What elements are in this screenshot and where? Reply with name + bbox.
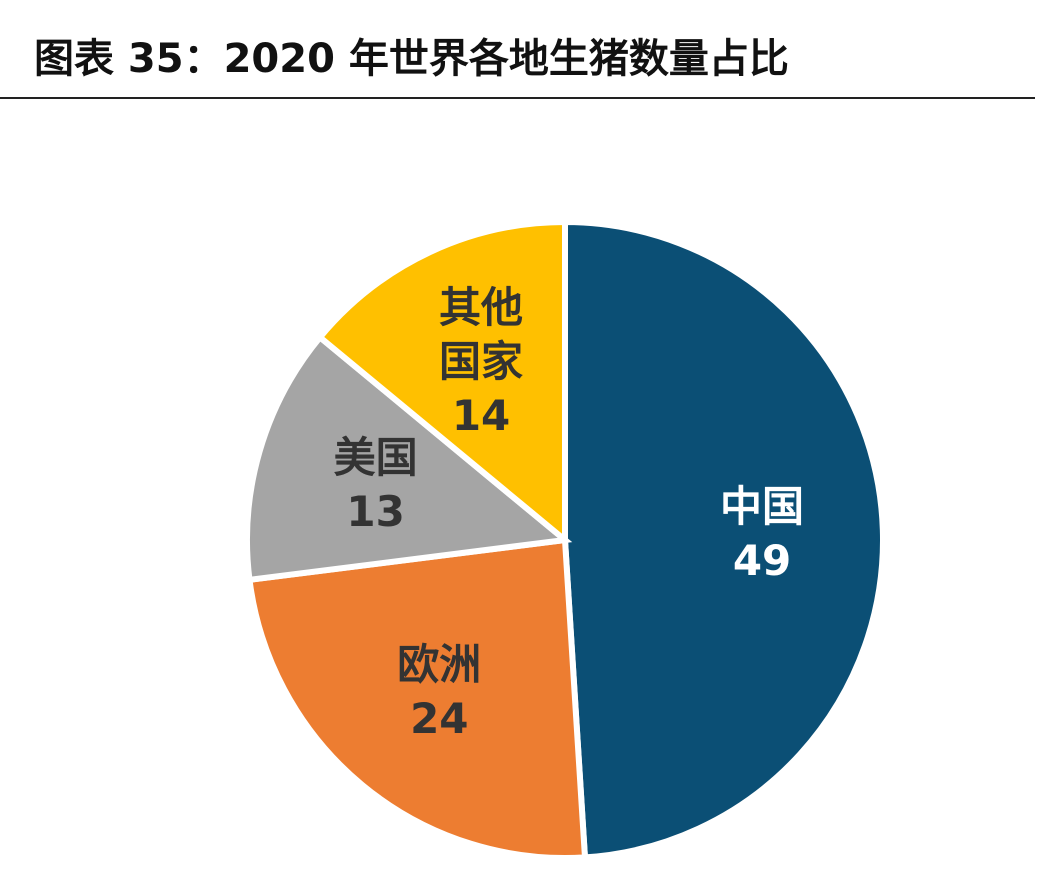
slice-value: 24 (410, 693, 469, 743)
slice-name: 其他国家 (439, 282, 524, 386)
pie-slice (246, 536, 589, 861)
slice-name: 欧洲 (397, 639, 482, 689)
slice-label: 其他国家 14 (426, 281, 536, 443)
slice-name: 中国 (720, 481, 805, 531)
slice-value: 14 (451, 390, 511, 440)
title-rule (0, 97, 1035, 99)
slice-name: 美国 (333, 432, 418, 482)
slice-label: 欧洲 24 (384, 638, 494, 746)
pie-slice (315, 218, 568, 547)
pie-slice (562, 218, 886, 861)
slice-value: 49 (732, 535, 792, 585)
chart-title: 图表 35：2020 年世界各地生猪数量占比 (34, 36, 789, 82)
slice-label: 中国 49 (707, 480, 817, 588)
slice-label: 美国 13 (321, 431, 431, 539)
pie-slice (244, 333, 573, 584)
slice-value: 13 (346, 486, 405, 536)
